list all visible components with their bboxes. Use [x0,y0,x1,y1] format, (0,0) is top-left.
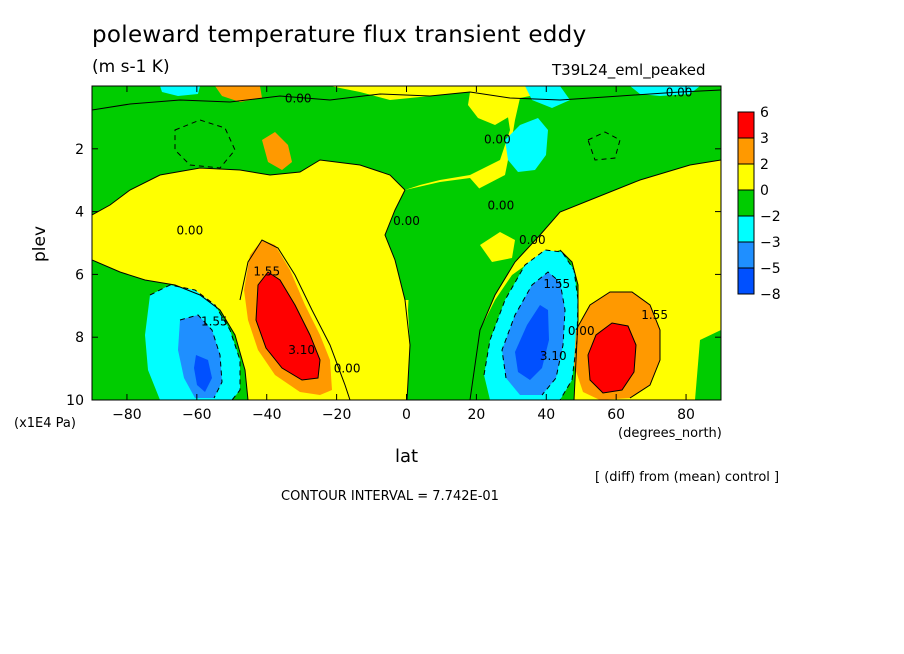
contour-nh-min-outer [483,249,579,400]
colorbar-level-label: −8 [760,287,781,303]
contour-sh-max-outer [239,239,351,400]
contour-upper-wave [92,89,721,111]
region-cyan-upper-nh [505,118,548,172]
colorbar-level-label: −2 [760,209,781,225]
colorbar-swatch [737,137,755,165]
region-green-sh-upper [92,86,510,215]
colorbar-level-label: 3 [760,131,769,147]
contour-label: 1.55 [543,277,570,291]
colorbar-level-label: −5 [760,261,781,277]
contour-label: 0.00 [176,223,203,237]
colorbar-level-label: 6 [760,105,769,121]
x-tick-label: 0 [402,407,411,423]
region-red-nh-max [588,323,636,393]
colorbar-level-label: −3 [760,235,781,251]
colorbar-level-label: 0 [760,183,769,199]
x-tick-label: −40 [252,407,282,423]
contour-sh-upper-dashed [174,119,236,169]
region-yellow-patch-nh [480,232,515,262]
region-darkblue-nh-min [515,305,549,380]
contour-label: 0.00 [568,324,595,338]
x-tick-label: 80 [677,407,695,423]
contour-lines-dashed [149,119,621,400]
y-tick-label: 6 [75,267,84,283]
contour-label: 0.00 [334,362,361,376]
chart-units: (m s-1 K) [92,57,170,77]
contour-lines [92,89,721,400]
region-green-nh-high-latitude [407,86,721,400]
x-tick-label: −80 [112,407,142,423]
contour-label: 1.55 [201,315,228,329]
contour-nh-max-outer [575,291,661,399]
y-tick-label: 2 [75,142,84,158]
region-cyan-top-right [630,86,700,96]
contour-label-layer: 0.001.553.100.001.550.000.000.000.00 0.00… [176,85,692,375]
comparison-note: [ (diff) from (mean) control ] [595,470,780,485]
contour-zero-sh [92,159,406,216]
colorbar-swatch [737,241,755,269]
region-cyan-top-sh [160,86,200,96]
y-axis-units: (x1E4 Pa) [14,416,76,431]
colorbar-swatch [737,163,755,191]
y-tick-label: 8 [75,330,84,346]
contour-label: 0.00 [519,233,546,247]
colorbar-swatch [737,189,755,217]
region-orange-upper-sh [262,132,292,170]
contour-equator-vertical [384,189,411,400]
colorbar-swatch [737,111,755,139]
y-axis-label: plev [30,225,50,262]
x-tick-label: 20 [467,407,485,423]
contour-sh-max-inner [255,271,321,381]
y-tick-label: 10 [66,393,84,409]
contour-nh-upper-dashed [587,131,621,161]
contour-nh-min-inner [501,271,566,396]
x-tick-label: 60 [607,407,625,423]
contour-label: 0.00 [484,132,511,146]
region-red-sh-max [256,272,320,380]
y-tick-label: 4 [75,205,84,221]
contour-zero-nh-tongue [559,249,579,400]
contour-label: 0.00 [285,92,312,106]
contour-label: 0.00 [666,85,693,99]
y-axis: 2 4 6 8 10 [66,142,721,409]
colorbar-level-label: 2 [760,157,769,173]
x-axis: −80 −60 −40 −20 0 20 40 60 80 [112,86,695,423]
contour-zero-sh-lower [92,259,249,400]
contour-zero-nh [469,159,721,400]
x-tick-label: 40 [537,407,555,423]
region-orange-top-sh [215,86,262,102]
colorbar-swatch [737,215,755,243]
contour-label: 3.10 [540,349,567,363]
region-cyan-top-nh [525,86,570,108]
region-yellow-patch-equator [376,268,386,305]
colorbar: 6 3 2 0 −2 −3 −5 −8 [737,105,781,303]
region-darkblue-sh-min [194,355,212,392]
region-yellow-upper-nh [468,90,515,125]
contour-label: 3.10 [288,343,315,357]
chart-title: poleward temperature flux transient eddy [92,22,587,48]
colorbar-swatch [737,267,755,295]
contour-label: 1.55 [641,308,668,322]
contour-label: 0.00 [487,198,514,212]
contour-label: 1.55 [253,264,280,278]
x-tick-label: −60 [182,407,212,423]
experiment-name: T39L24_eml_peaked [552,61,706,79]
contour-label: 0.00 [393,214,420,228]
region-green-patch-equator [385,178,485,300]
contour-nh-max-inner [587,322,637,394]
x-tick-label: −20 [322,407,352,423]
x-axis-label: lat [395,446,419,467]
contour-fill-layer [92,86,721,400]
region-green-patch-north-right [695,330,721,400]
x-axis-units: (degrees_north) [618,426,722,441]
region-green-upper-midlat [278,96,330,130]
contour-interval: CONTOUR INTERVAL = 7.742E-01 [281,489,499,504]
